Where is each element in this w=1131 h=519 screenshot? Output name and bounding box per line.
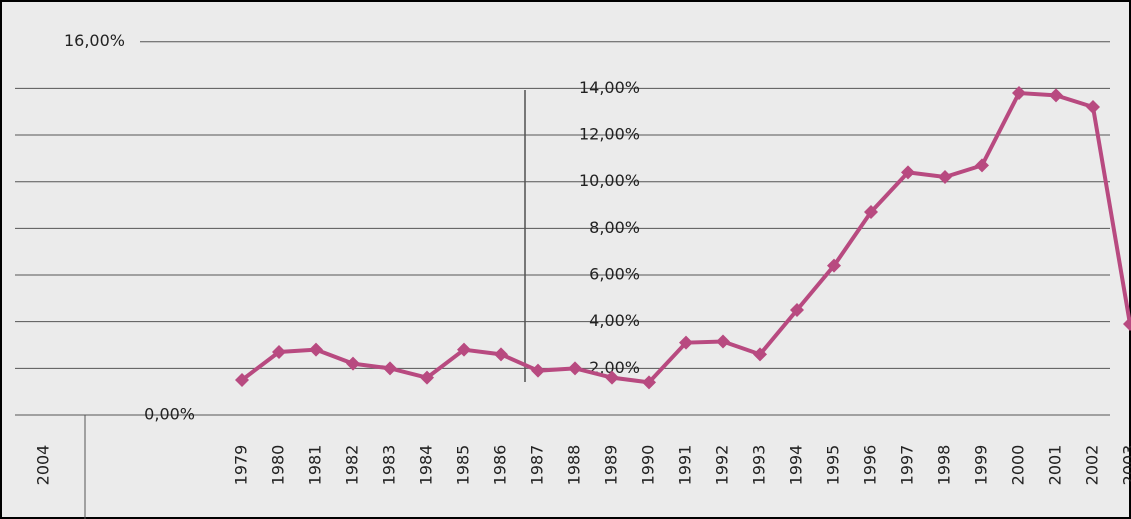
data-point — [938, 170, 952, 185]
y-tick-label: 0,00% — [144, 405, 195, 424]
data-point — [605, 370, 619, 385]
x-tick-label: 1992 — [713, 445, 732, 486]
x-tick-label: 1985 — [454, 445, 473, 486]
data-point — [790, 303, 804, 318]
data-point — [1086, 100, 1100, 115]
y-tick-label: 14,00% — [579, 78, 640, 97]
data-point — [494, 347, 508, 362]
data-point — [235, 373, 249, 388]
data-point — [457, 342, 471, 357]
x-tick-label: 2002 — [1083, 445, 1102, 486]
y-tick-label: 8,00% — [589, 218, 640, 237]
y-tick-label: 4,00% — [589, 311, 640, 330]
x-tick-label: 1995 — [824, 445, 843, 486]
data-point — [753, 347, 767, 362]
x-tick-label: 1982 — [343, 445, 362, 486]
x-tick-label: 1984 — [417, 445, 436, 486]
x-tick-label: 1990 — [639, 445, 658, 486]
x-tick-label: 2003 — [1120, 445, 1131, 486]
x-tick-label: 1994 — [787, 445, 806, 486]
x-tick-label: 1993 — [750, 445, 769, 486]
x-tick-label: 1996 — [861, 445, 880, 486]
x-tick-label: 2001 — [1046, 445, 1065, 486]
x-tick-label: 2000 — [1009, 445, 1028, 486]
fragment-label: 2004 — [34, 445, 53, 486]
x-tick-label: 1988 — [565, 445, 584, 486]
data-point — [420, 370, 434, 385]
x-tick-label: 1991 — [676, 445, 695, 486]
data-point — [1012, 86, 1026, 101]
data-point — [568, 361, 582, 376]
data-point — [272, 345, 286, 360]
x-tick-label: 1986 — [491, 445, 510, 486]
data-point — [531, 363, 545, 378]
data-point — [383, 361, 397, 376]
y-tick-label: 2,00% — [589, 358, 640, 377]
x-tick-label: 1999 — [972, 445, 991, 486]
y-tick-label: 16,00% — [64, 31, 125, 50]
y-tick-label: 6,00% — [589, 265, 640, 284]
y-tick-label: 10,00% — [579, 171, 640, 190]
data-point — [679, 335, 693, 350]
x-tick-label: 1987 — [528, 445, 547, 486]
data-point — [975, 158, 989, 173]
data-point — [1049, 88, 1063, 103]
y-tick-label: 12,00% — [579, 125, 640, 144]
x-tick-label: 1979 — [232, 445, 251, 486]
data-point — [309, 342, 323, 357]
data-point — [827, 258, 841, 273]
data-point — [1123, 317, 1131, 332]
x-tick-label: 1998 — [935, 445, 954, 486]
data-point — [642, 375, 656, 390]
data-point — [864, 205, 878, 220]
x-tick-label: 1981 — [306, 445, 325, 486]
x-tick-label: 1983 — [380, 445, 399, 486]
data-point — [346, 356, 360, 371]
data-point — [901, 165, 915, 180]
x-tick-label: 1997 — [898, 445, 917, 486]
data-point — [716, 334, 730, 349]
x-tick-label: 1980 — [269, 445, 288, 486]
x-tick-label: 1989 — [602, 445, 621, 486]
